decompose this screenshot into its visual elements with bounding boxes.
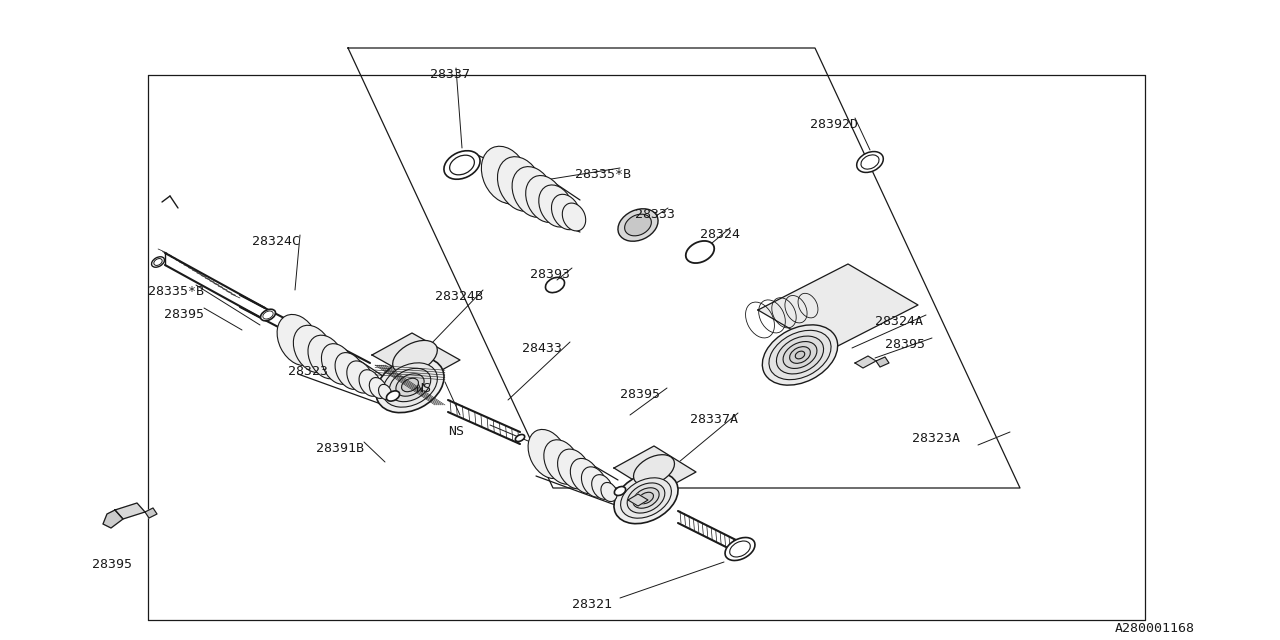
Text: NS: NS [415, 382, 431, 395]
Text: 28391B: 28391B [316, 442, 364, 455]
Text: 28392D: 28392D [810, 118, 858, 131]
Ellipse shape [335, 353, 365, 389]
Polygon shape [758, 264, 918, 351]
Ellipse shape [370, 378, 387, 399]
Text: 28324: 28324 [700, 228, 740, 241]
Ellipse shape [600, 483, 617, 502]
Ellipse shape [529, 429, 568, 479]
Ellipse shape [861, 155, 879, 169]
Text: 28393: 28393 [530, 268, 570, 281]
Polygon shape [855, 356, 876, 368]
Ellipse shape [376, 357, 444, 413]
Polygon shape [145, 508, 157, 518]
Ellipse shape [795, 351, 805, 359]
Text: 28321: 28321 [572, 598, 612, 611]
Ellipse shape [777, 336, 823, 374]
Ellipse shape [614, 486, 626, 495]
Ellipse shape [276, 314, 319, 365]
Ellipse shape [444, 151, 480, 179]
Ellipse shape [360, 370, 381, 396]
Ellipse shape [627, 483, 664, 513]
Ellipse shape [581, 467, 607, 497]
Ellipse shape [618, 209, 658, 241]
Text: 28335*B: 28335*B [148, 285, 204, 298]
Text: 28335*B: 28335*B [575, 168, 631, 181]
Ellipse shape [347, 361, 374, 393]
Ellipse shape [393, 340, 438, 374]
Ellipse shape [632, 488, 659, 508]
Text: 28324B: 28324B [435, 290, 483, 303]
Ellipse shape [639, 492, 654, 504]
Polygon shape [372, 333, 460, 382]
Ellipse shape [562, 203, 586, 231]
Ellipse shape [856, 152, 883, 172]
Ellipse shape [151, 257, 164, 268]
Polygon shape [102, 510, 123, 528]
Ellipse shape [321, 344, 355, 385]
Text: 28337: 28337 [430, 68, 470, 81]
Ellipse shape [763, 325, 837, 385]
Ellipse shape [530, 442, 541, 452]
Ellipse shape [396, 374, 424, 396]
Ellipse shape [512, 166, 554, 218]
Ellipse shape [402, 378, 419, 392]
Ellipse shape [614, 472, 678, 524]
Ellipse shape [389, 368, 431, 402]
Polygon shape [115, 503, 145, 519]
Ellipse shape [293, 325, 333, 372]
Ellipse shape [308, 335, 344, 379]
Text: 28395: 28395 [884, 338, 925, 351]
Ellipse shape [591, 475, 612, 499]
Ellipse shape [552, 195, 581, 230]
Text: 28324C: 28324C [252, 235, 300, 248]
Text: 28395: 28395 [620, 388, 660, 401]
Ellipse shape [526, 175, 564, 223]
Ellipse shape [379, 385, 392, 399]
Text: 28323A: 28323A [913, 432, 960, 445]
Ellipse shape [558, 449, 590, 489]
Ellipse shape [539, 185, 573, 227]
Ellipse shape [154, 259, 163, 266]
Polygon shape [614, 446, 696, 494]
Ellipse shape [498, 157, 543, 211]
Ellipse shape [449, 155, 475, 175]
Polygon shape [628, 494, 648, 506]
Ellipse shape [621, 478, 672, 518]
Text: 28395: 28395 [92, 558, 132, 571]
Text: 28433: 28433 [522, 342, 562, 355]
Text: 28337A: 28337A [690, 413, 739, 426]
Ellipse shape [730, 541, 750, 557]
Ellipse shape [544, 440, 580, 484]
Text: 28324A: 28324A [876, 315, 923, 328]
Ellipse shape [383, 363, 438, 407]
Ellipse shape [783, 342, 817, 369]
Polygon shape [876, 357, 890, 367]
Ellipse shape [724, 538, 755, 561]
Text: 28395: 28395 [164, 308, 204, 321]
Ellipse shape [261, 309, 275, 321]
Text: A280001168: A280001168 [1115, 622, 1196, 635]
Text: 28323: 28323 [288, 365, 328, 378]
Text: NS: NS [448, 425, 465, 438]
Ellipse shape [634, 454, 675, 485]
Ellipse shape [790, 347, 810, 364]
Ellipse shape [481, 147, 529, 204]
Ellipse shape [387, 391, 399, 401]
Ellipse shape [571, 458, 599, 493]
Ellipse shape [516, 435, 525, 442]
Text: 28333: 28333 [635, 208, 675, 221]
Ellipse shape [625, 214, 652, 236]
Ellipse shape [769, 330, 831, 380]
Ellipse shape [262, 311, 273, 319]
